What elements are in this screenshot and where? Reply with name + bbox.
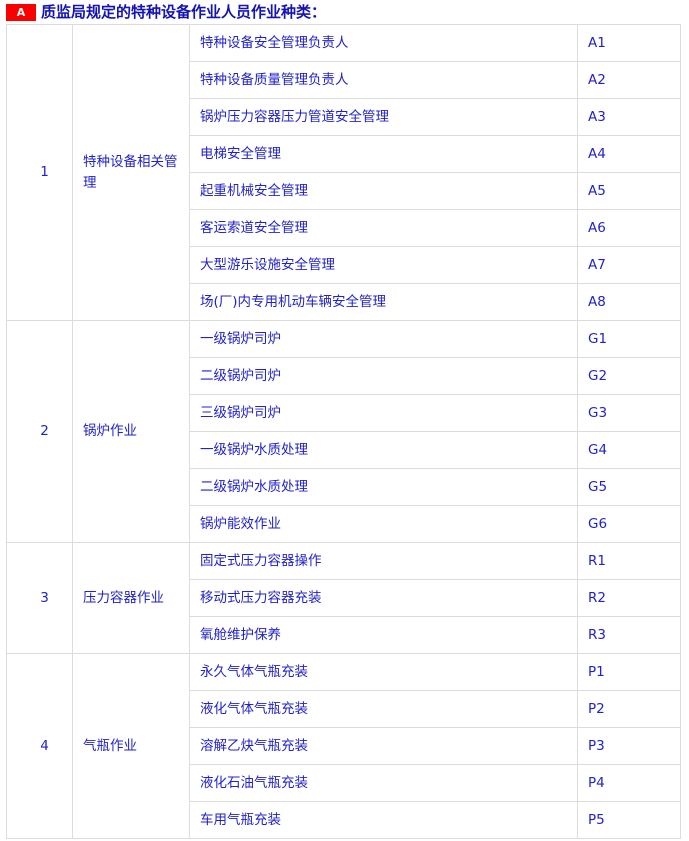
- operation-code-cell: G3: [577, 394, 681, 432]
- group-number-cell: 1: [6, 24, 73, 321]
- operation-code-cell: P3: [577, 727, 681, 765]
- section-badge-a: A: [6, 3, 36, 21]
- table-row: 大型游乐设施安全管理 A7: [7, 246, 681, 284]
- table-row: 液化石油气瓶充装 P4: [7, 764, 681, 802]
- operation-name-cell: 液化气体气瓶充装: [189, 690, 578, 728]
- operation-code-cell: R3: [577, 616, 681, 654]
- operation-name-cell: 一级锅炉水质处理: [189, 431, 578, 469]
- operation-name-cell: 电梯安全管理: [189, 135, 578, 173]
- table-row: 2 锅炉作业 一级锅炉司炉 G1: [6, 320, 681, 543]
- operation-code-cell: G6: [577, 505, 681, 543]
- operation-name-cell: 起重机械安全管理: [189, 172, 578, 210]
- operation-code-cell: A8: [577, 283, 681, 321]
- operation-name-cell: 车用气瓶充装: [189, 801, 578, 839]
- table-row: 1 特种设备相关管理 特种设备安全管理负责人 A1: [6, 24, 681, 321]
- operation-name-cell: 锅炉压力容器压力管道安全管理: [189, 98, 578, 136]
- operation-code-cell: P2: [577, 690, 681, 728]
- table-row: 3 压力容器作业 固定式压力容器操作 R1: [6, 542, 681, 654]
- operation-code-cell: A6: [577, 209, 681, 247]
- operation-name-cell: 二级锅炉司炉: [189, 357, 578, 395]
- group-number-cell: 2: [6, 320, 73, 543]
- table-row: 三级锅炉司炉 G3: [7, 394, 681, 432]
- table-row: 锅炉压力容器压力管道安全管理 A3: [7, 98, 681, 136]
- table-body: 1 特种设备相关管理 特种设备安全管理负责人 A1 特种设备质量管理负责人 A2 锅炉压力容…: [6, 24, 681, 839]
- operation-name-cell: 大型游乐设施安全管理: [189, 246, 578, 284]
- operation-name-cell: 特种设备质量管理负责人: [189, 61, 578, 99]
- table-row: 电梯安全管理 A4: [7, 135, 681, 173]
- operation-name-cell: 移动式压力容器充装: [189, 579, 578, 617]
- table-row: 二级锅炉司炉 G2: [7, 357, 681, 395]
- operation-code-cell: G4: [577, 431, 681, 469]
- operation-code-cell: G1: [577, 320, 681, 358]
- operation-name-cell: 三级锅炉司炉: [189, 394, 578, 432]
- operation-code-cell: A5: [577, 172, 681, 210]
- group-category-cell: 压力容器作业: [72, 542, 190, 654]
- table-row: 4 气瓶作业 永久气体气瓶充装 P1: [6, 653, 681, 839]
- operation-name-cell: 一级锅炉司炉: [189, 320, 578, 358]
- table-row: 客运索道安全管理 A6: [7, 209, 681, 247]
- operation-name-cell: 永久气体气瓶充装: [189, 653, 578, 691]
- operation-name-cell: 二级锅炉水质处理: [189, 468, 578, 506]
- operation-code-cell: A7: [577, 246, 681, 284]
- group-category-cell: 气瓶作业: [72, 653, 190, 839]
- table-row: 起重机械安全管理 A5: [7, 172, 681, 210]
- operation-name-cell: 场(厂)内专用机动车辆安全管理: [189, 283, 578, 321]
- operation-code-cell: P5: [577, 801, 681, 839]
- operation-code-cell: P4: [577, 764, 681, 802]
- group-number-cell: 4: [6, 653, 73, 839]
- operation-code-cell: G5: [577, 468, 681, 506]
- table-row: 液化气体气瓶充装 P2: [7, 690, 681, 728]
- categories-table-container: 1 特种设备相关管理 特种设备安全管理负责人 A1 特种设备质量管理负责人 A2 锅炉压力容…: [6, 24, 681, 839]
- operation-name-cell: 液化石油气瓶充装: [189, 764, 578, 802]
- operation-name-cell: 氧舱维护保养: [189, 616, 578, 654]
- table-row: 车用气瓶充装 P5: [7, 801, 681, 839]
- operation-code-cell: A3: [577, 98, 681, 136]
- table-row: 溶解乙炔气瓶充装 P3: [7, 727, 681, 765]
- operation-name-cell: 溶解乙炔气瓶充装: [189, 727, 578, 765]
- operation-code-cell: R1: [577, 542, 681, 580]
- operation-code-cell: P1: [577, 653, 681, 691]
- section-header: A 质监局规定的特种设备作业人员作业种类：: [0, 0, 689, 24]
- table-row: 二级锅炉水质处理 G5: [7, 468, 681, 506]
- operation-name-cell: 客运索道安全管理: [189, 209, 578, 247]
- operation-name-cell: 锅炉能效作业: [189, 505, 578, 543]
- operation-code-cell: A1: [577, 24, 681, 62]
- operation-code-cell: A4: [577, 135, 681, 173]
- operation-code-cell: A2: [577, 61, 681, 99]
- group-number-cell: 3: [6, 542, 73, 654]
- group-category-cell: 特种设备相关管理: [72, 24, 190, 321]
- operation-code-cell: R2: [577, 579, 681, 617]
- operation-name-cell: 固定式压力容器操作: [189, 542, 578, 580]
- operation-code-cell: G2: [577, 357, 681, 395]
- operation-name-cell: 特种设备安全管理负责人: [189, 24, 578, 62]
- group-category-cell: 锅炉作业: [72, 320, 190, 543]
- table-row: 场(厂)内专用机动车辆安全管理 A8: [7, 283, 681, 321]
- table-row: 锅炉能效作业 G6: [7, 505, 681, 543]
- table-row: 移动式压力容器充装 R2: [7, 579, 681, 617]
- table-row: 氧舱维护保养 R3: [7, 616, 681, 654]
- page-title: 质监局规定的特种设备作业人员作业种类：: [41, 2, 327, 21]
- operation-categories-table: 1 特种设备相关管理 特种设备安全管理负责人 A1 特种设备质量管理负责人 A2 锅炉压力容…: [6, 24, 681, 839]
- table-row: 特种设备质量管理负责人 A2: [7, 61, 681, 99]
